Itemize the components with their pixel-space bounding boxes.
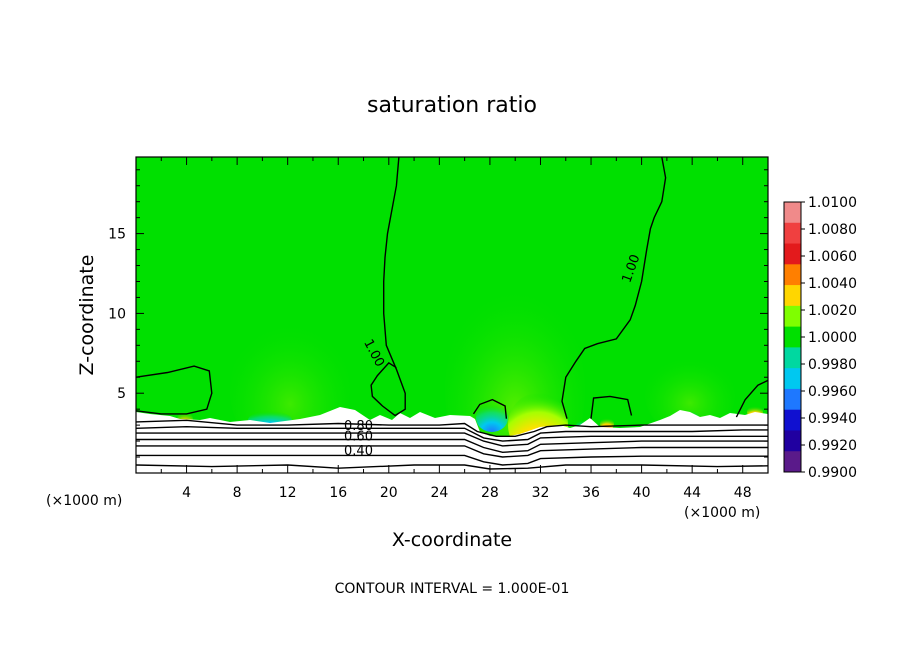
contour-line <box>590 395 633 419</box>
colorbar-swatch <box>784 326 801 348</box>
x-tick-label: 8 <box>233 485 242 501</box>
moist-plume <box>645 355 735 435</box>
colorbar-label: 0.9980 <box>808 357 857 373</box>
contour-line <box>136 454 768 466</box>
contour-line <box>136 419 768 437</box>
contour-line <box>136 425 768 442</box>
contour-lines <box>136 157 768 470</box>
x-tick-label: 28 <box>481 485 499 501</box>
plot-frame <box>135 156 769 474</box>
colorbar-swatch <box>784 243 801 265</box>
contour-interval-note: CONTOUR INTERVAL = 1.000E-01 <box>335 581 570 597</box>
x-tick-label: 48 <box>734 485 752 501</box>
y-tick-label: 10 <box>108 306 126 322</box>
x-unit-left: (×1000 m) <box>46 493 122 509</box>
y-axis: 5 10 15 <box>108 169 768 458</box>
x-tick-label: 12 <box>279 485 297 501</box>
contour-line <box>561 157 667 419</box>
contour-line <box>136 464 768 470</box>
y-tick-label: 15 <box>108 227 126 243</box>
colorbar-label: 0.9920 <box>808 438 857 454</box>
colorbar-label: 1.0080 <box>808 222 857 238</box>
x-tick-label: 4 <box>182 485 191 501</box>
colorbar-swatch <box>784 347 801 369</box>
colorbar-swatch <box>784 451 801 473</box>
colorbar-label: 0.9960 <box>808 384 857 400</box>
contour-line <box>735 379 768 418</box>
chart-title: saturation ratio <box>367 93 537 118</box>
colorbar: 1.0100 1.0080 1.0060 1.0040 1.0020 1.0000 0.99… <box>783 195 857 481</box>
contour-line <box>136 365 213 415</box>
plot-area: 1.001.000.800.600.40 4 8 12 16 20 24 28 32 36 40 4… <box>108 156 769 501</box>
subsaturation-core <box>476 404 508 432</box>
contour-line <box>136 432 768 447</box>
contour-line <box>136 445 768 458</box>
colorbar-swatch <box>784 305 801 328</box>
x-axis: 4 8 12 16 20 24 28 32 36 40 44 48 <box>160 157 752 501</box>
colorbar-label: 1.0060 <box>808 249 857 265</box>
colorbar-swatch <box>784 222 801 245</box>
colorbar-label: 0.9900 <box>808 465 857 481</box>
contour-label: 0.40 <box>344 444 373 459</box>
colorbar-label: 1.0100 <box>808 195 857 211</box>
colorbar-swatch <box>784 388 801 411</box>
colorbar-swatch <box>784 409 801 431</box>
y-tick-label: 5 <box>117 386 126 402</box>
x-tick-label: 20 <box>380 485 398 501</box>
colorbar-swatch <box>784 430 801 452</box>
colorbar-label: 0.9940 <box>808 411 857 427</box>
x-unit-right: (×1000 m) <box>684 505 760 521</box>
colorbar-swatch <box>784 202 801 224</box>
contour-label: 0.80 <box>344 419 373 434</box>
x-tick-label: 40 <box>633 485 651 501</box>
colorbar-swatch <box>784 285 801 307</box>
colorbar-swatch <box>784 264 801 286</box>
x-tick-label: 36 <box>582 485 600 501</box>
y-axis-label: Z-coordinate <box>76 255 98 376</box>
x-axis-label: X-coordinate <box>392 529 512 551</box>
x-tick-label: 44 <box>683 485 701 501</box>
x-tick-label: 32 <box>532 485 550 501</box>
colorbar-swatch <box>784 368 801 390</box>
contour-line <box>136 438 768 454</box>
colorbar-label: 1.0020 <box>808 303 857 319</box>
x-tick-label: 16 <box>329 485 347 501</box>
contour-label: 0.60 <box>344 430 373 445</box>
contour-line <box>370 157 406 417</box>
colorbar-label: 1.0000 <box>808 330 857 346</box>
contour-line <box>472 398 508 419</box>
colorbar-label: 1.0040 <box>808 276 857 292</box>
x-tick-label: 24 <box>430 485 448 501</box>
